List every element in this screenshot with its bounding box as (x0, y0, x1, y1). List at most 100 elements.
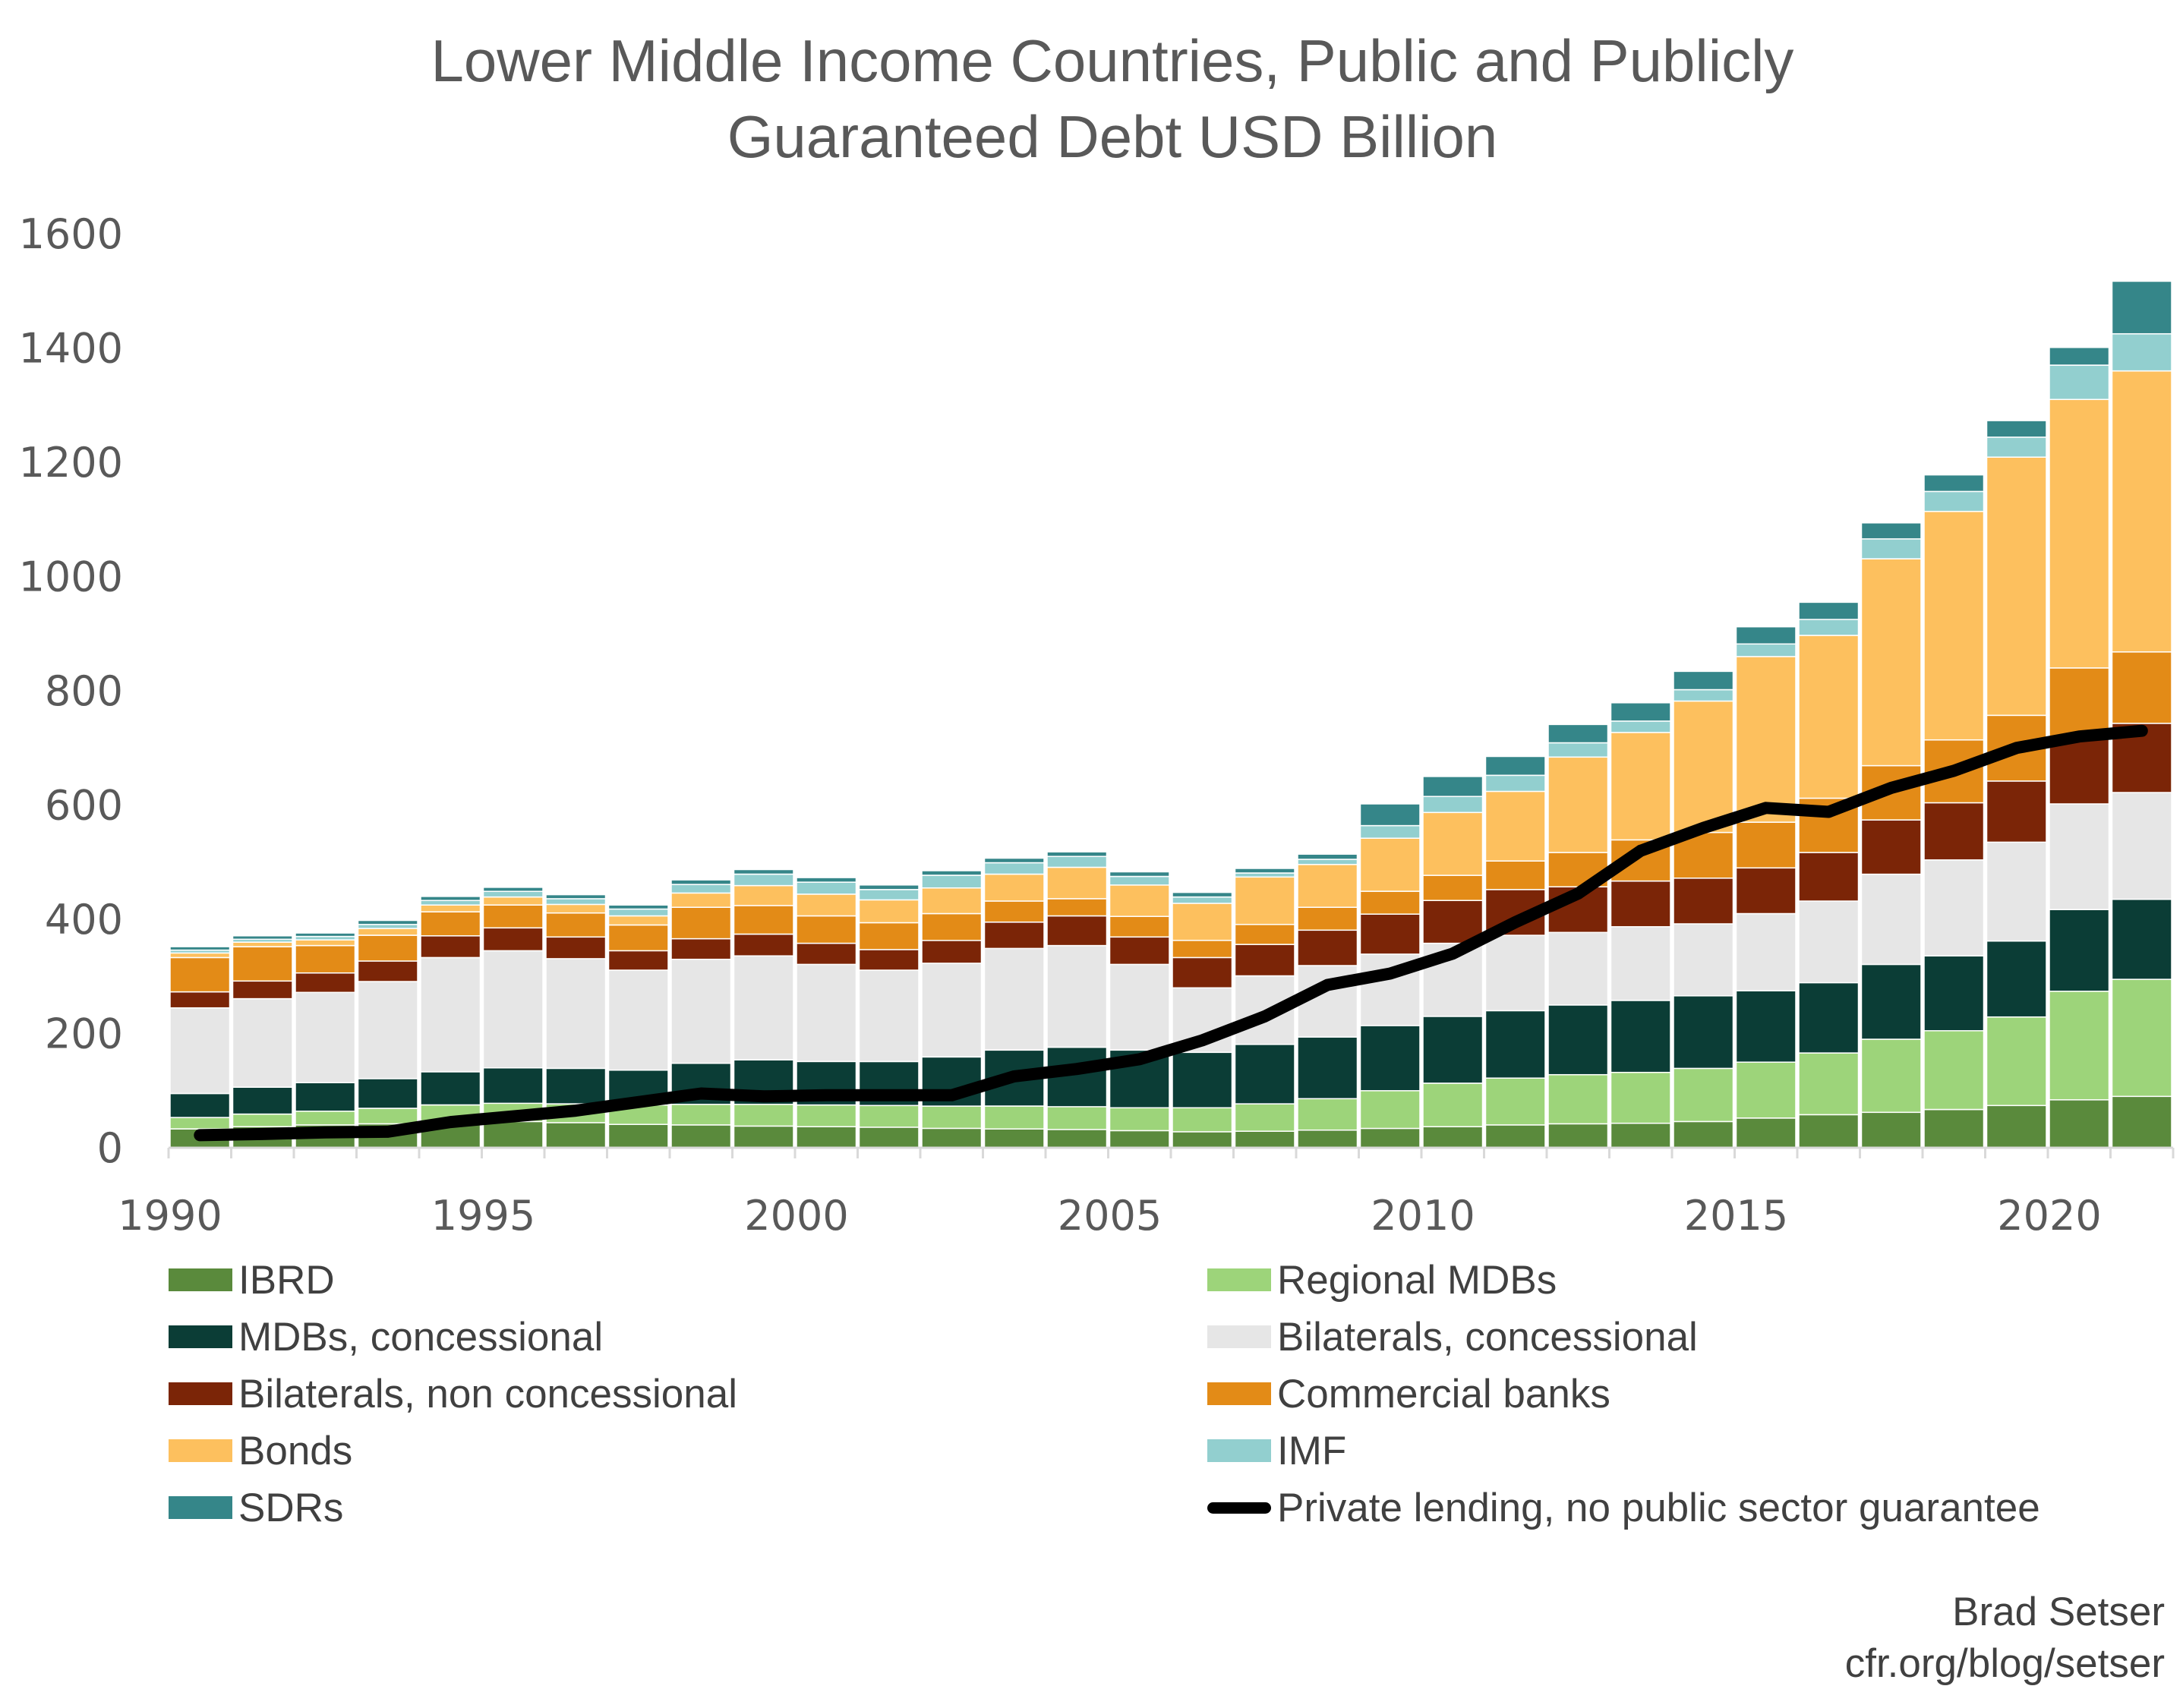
bar-segment-regional-mdbs-2018 (1923, 1029, 1985, 1111)
bar-segment-bonds-2004 (1046, 866, 1108, 900)
bar-segment-commercial-banks-2006 (1172, 940, 1233, 959)
bar-segment-imf-2007 (1234, 872, 1295, 878)
bar-segment-bilaterals-non-concessional-2002 (921, 940, 983, 964)
bar-segment-regional-mdbs-2017 (1860, 1038, 1922, 1114)
bar-segment-imf-1993 (357, 924, 418, 929)
bar-segment-commercial-banks-1990 (169, 956, 231, 993)
bar-segment-imf-2011 (1484, 774, 1546, 793)
bar-segment-bonds-2021 (2111, 370, 2172, 653)
bar-segment-bilaterals-non-concessional-1994 (420, 935, 481, 959)
bar-segment-bonds-2016 (1798, 635, 1860, 799)
bar-segment-ibrd-2006 (1172, 1131, 1233, 1149)
bar-segment-regional-mdbs-2008 (1297, 1098, 1358, 1131)
y-tick-label-1000: 1000 (19, 553, 123, 601)
bar-segment-bonds-2018 (1923, 510, 1985, 741)
bar-segment-imf-2005 (1109, 875, 1170, 886)
bar-segment-commercial-banks-1991 (232, 946, 293, 982)
line-point-private-lending-2013 (1640, 850, 1642, 852)
bar-segment-mdbs-concessional-2009 (1359, 1025, 1421, 1092)
bar-segment-mdbs-concessional-2012 (1547, 1004, 1609, 1076)
bar-segment-regional-mdbs-2021 (2111, 978, 2172, 1098)
bar-segment-bilaterals-concessional-1995 (482, 950, 544, 1069)
bar-segment-sdrs-2004 (1046, 851, 1108, 857)
bar-segment-regional-mdbs-1998 (670, 1104, 732, 1126)
bar-segment-sdrs-2001 (858, 884, 920, 890)
bar-segment-regional-mdbs-2012 (1547, 1073, 1609, 1125)
bar-segment-imf-2012 (1547, 742, 1609, 758)
bar-segment-commercial-banks-2021 (2111, 651, 2172, 724)
bar-segment-bonds-2014 (1673, 700, 1734, 834)
bar-segment-bilaterals-non-concessional-1996 (545, 936, 607, 960)
bar-segment-bilaterals-concessional-2020 (2049, 803, 2110, 910)
bar-segment-sdrs-2009 (1359, 803, 1421, 827)
bar-segment-imf-2016 (1798, 619, 1860, 636)
bar-segment-ibrd-2007 (1234, 1130, 1295, 1149)
credit-url: cfr.org/blog/setser (1844, 1641, 2165, 1686)
bar-segment-sdrs-2007 (1234, 868, 1295, 874)
x-tick-label-2000: 2000 (744, 1192, 848, 1240)
bar-segment-imf-1996 (545, 898, 607, 906)
x-tick-label-2020: 2020 (1997, 1192, 2101, 1240)
bar-segment-mdbs-concessional-2021 (2111, 898, 2172, 980)
bar-segment-mdbs-concessional-2017 (1860, 963, 1922, 1040)
bar-segment-bonds-2003 (983, 873, 1045, 902)
bar-segment-sdrs-1994 (420, 896, 481, 901)
bar-segment-sdrs-2012 (1547, 723, 1609, 744)
bar-segment-sdrs-2010 (1422, 776, 1484, 797)
bar-segment-sdrs-1998 (670, 879, 732, 885)
bar-segment-bonds-2019 (1986, 456, 2047, 717)
bars-layer (169, 280, 2172, 1149)
bar-segment-regional-mdbs-2015 (1735, 1061, 1797, 1119)
bar-segment-mdbs-concessional-1990 (169, 1092, 231, 1118)
bar-segment-sdrs-2002 (921, 870, 983, 876)
bar-segment-sdrs-2016 (1798, 601, 1860, 620)
bar-segment-bilaterals-concessional-2003 (983, 947, 1045, 1051)
bar-segment-bilaterals-non-concessional-1993 (357, 960, 418, 982)
bar-segment-bonds-2000 (796, 893, 857, 917)
line-point-private-lending-2021 (2141, 730, 2143, 732)
bar-segment-bonds-2020 (2049, 399, 2110, 669)
bar-segment-commercial-banks-1999 (733, 905, 794, 935)
line-point-private-lending-2006 (1201, 1040, 1203, 1041)
bar-segment-bonds-1992 (295, 939, 356, 947)
bar-segment-sdrs-2011 (1484, 755, 1546, 777)
line-point-private-lending-2005 (1139, 1058, 1140, 1060)
bar-segment-bilaterals-concessional-2004 (1046, 944, 1108, 1048)
bar-segment-bonds-2015 (1735, 656, 1797, 823)
bar-segment-bilaterals-non-concessional-2000 (796, 942, 857, 966)
bar-segment-bilaterals-concessional-2012 (1547, 931, 1609, 1006)
bar-segment-commercial-banks-2008 (1297, 906, 1358, 931)
bar-segment-sdrs-2018 (1923, 474, 1985, 493)
bar-segment-bilaterals-non-concessional-2003 (983, 922, 1045, 950)
bar-segment-sdrs-1999 (733, 868, 794, 875)
bar-segment-commercial-banks-2005 (1109, 915, 1170, 938)
bar-segment-regional-mdbs-2000 (796, 1104, 857, 1127)
line-point-private-lending-1992 (324, 1132, 326, 1133)
bar-segment-commercial-banks-2020 (2049, 667, 2110, 737)
bar-segment-bilaterals-concessional-2015 (1735, 912, 1797, 991)
bar-segment-bonds-2017 (1860, 558, 1922, 767)
bar-segment-ibrd-2018 (1923, 1108, 1985, 1149)
x-tick-label-2015: 2015 (1684, 1192, 1788, 1240)
bar-segment-imf-2013 (1610, 720, 1671, 733)
bar-segment-regional-mdbs-2013 (1610, 1071, 1671, 1124)
bar-segment-commercial-banks-1994 (420, 911, 481, 937)
bar-segment-regional-mdbs-2005 (1109, 1107, 1170, 1132)
bar-segment-bonds-2005 (1109, 884, 1170, 917)
bar-segment-bonds-2011 (1484, 790, 1546, 862)
bar-segment-bilaterals-concessional-2011 (1484, 934, 1546, 1012)
bar-segment-bilaterals-concessional-1997 (607, 969, 669, 1071)
x-tick-label-1995: 1995 (431, 1192, 535, 1240)
y-tick-label-1600: 1600 (19, 210, 123, 258)
bar-segment-bilaterals-non-concessional-2007 (1234, 944, 1295, 977)
bar-segment-bilaterals-concessional-2021 (2111, 792, 2172, 900)
bar-segment-mdbs-concessional-2011 (1484, 1010, 1546, 1079)
bar-segment-sdrs-2000 (796, 877, 857, 883)
bar-segment-bonds-1993 (357, 928, 418, 936)
bar-segment-commercial-banks-1996 (545, 912, 607, 938)
bar-segment-bilaterals-concessional-2014 (1673, 923, 1734, 997)
line-point-private-lending-1994 (450, 1121, 451, 1123)
bar-segment-bonds-1994 (420, 904, 481, 912)
bar-segment-imf-1995 (482, 890, 544, 898)
bar-segment-bilaterals-non-concessional-2015 (1735, 867, 1797, 915)
